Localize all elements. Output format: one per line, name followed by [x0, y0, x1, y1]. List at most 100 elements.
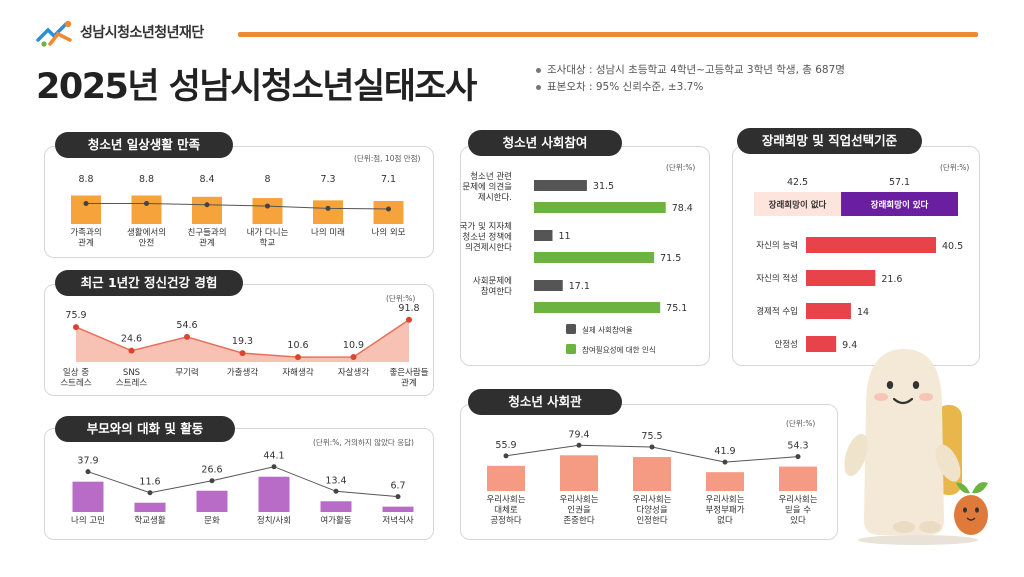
unit-participation: (단위:%) [666, 163, 696, 172]
category-label-daily-0: 가족과의 관계 [70, 227, 101, 249]
point-mental-0 [73, 324, 79, 331]
value-label-particip-0-0: 31.5 [593, 181, 614, 192]
split-bar-no-hope [754, 192, 842, 216]
split-label-no-hope: 장래희망이 없다 [769, 200, 827, 211]
value-label-parents-3: 44.1 [263, 451, 284, 462]
category-label-daily-1: 생활에서의 안전 [127, 227, 166, 249]
category-label-social-4: 우리사회는 믿을 수 있다 [778, 495, 817, 526]
chart-daily-life: 8.8 가족과의 관계 8.8 생활에서의 안전 8.4 친구들과의 관계 8 내가 다니는 학교 7.… [70, 174, 405, 249]
category-label-particip-2: 사회문제에 참여한다 [473, 277, 512, 298]
value-label-parents-1: 11.6 [139, 477, 160, 488]
category-label-parents-4: 여가활동 [320, 515, 351, 526]
bar-social-0 [487, 465, 525, 491]
bar-social-3 [706, 472, 744, 491]
legend-swatch-particip-1 [566, 344, 576, 354]
bar-parents-0 [72, 481, 104, 512]
category-label-parents-3: 정치/사회 [257, 515, 291, 526]
value-label-parents-4: 13.4 [325, 475, 346, 486]
value-label-future-0: 40.5 [942, 241, 963, 252]
point-mental-1 [128, 347, 135, 354]
point-parents-5 [395, 494, 401, 500]
category-label-future-0: 자신의 능력 [756, 240, 798, 251]
bar-parents-4 [320, 501, 352, 512]
category-label-particip-0: 청소년 관련 문제에 의견을 제시한다. [462, 171, 512, 203]
split-bar-has-hope [841, 192, 958, 216]
value-label-parents-0: 37.9 [77, 456, 98, 467]
category-label-social-2: 우리사회는 다양성을 인정한다 [632, 495, 671, 526]
value-label-future-1: 21.6 [881, 274, 902, 285]
point-parents-1 [147, 490, 153, 496]
trend-line-parents [87, 466, 399, 498]
unit-future: (단위:%) [940, 163, 970, 172]
category-label-particip-1: 국가 및 지자체 청소년 정책에 의견제시한다 [460, 221, 512, 253]
bar-daily-2 [192, 196, 222, 224]
value-label-daily-3: 8 [264, 174, 270, 185]
value-label-mental-3: 19.3 [232, 336, 253, 347]
category-label-mental-2: 무기력 [175, 367, 198, 378]
bar-particip-2-0 [534, 280, 563, 291]
value-label-mental-5: 10.9 [343, 340, 364, 351]
value-label-particip-2-1: 75.1 [666, 303, 687, 314]
bullet-icon [536, 84, 541, 90]
category-label-future-3: 안정성 [775, 339, 798, 350]
value-label-daily-4: 7.3 [320, 174, 335, 185]
panel-daily-life [44, 146, 434, 258]
point-parents-0 [85, 469, 91, 475]
bar-particip-2-1 [534, 302, 661, 313]
value-label-parents-2: 26.6 [201, 465, 222, 476]
header-divider [238, 32, 978, 37]
value-label-parents-5: 6.7 [390, 481, 405, 492]
bar-daily-3 [252, 198, 283, 224]
category-label-social-1: 우리사회는 인권을 존중한다 [559, 495, 598, 526]
value-label-social-3: 41.9 [714, 446, 735, 457]
panel-future [732, 146, 980, 366]
category-label-mental-5: 자살생각 [338, 367, 369, 378]
bar-parents-2 [196, 490, 228, 512]
value-label-social-2: 75.5 [641, 431, 662, 442]
bar-particip-0-1 [534, 202, 666, 213]
value-label-future-2: 14 [857, 307, 869, 318]
bullet-icon [536, 67, 541, 73]
bar-future-1 [806, 270, 876, 286]
survey-target-text: 조사대상 : 성남시 초등학교 4학년~고등학교 3학년 학생, 총 687명 [547, 64, 845, 76]
point-daily-5 [386, 206, 391, 212]
bar-particip-1-0 [534, 230, 553, 241]
mascot-illustration [844, 349, 988, 545]
category-label-future-2: 경제적 수입 [756, 306, 798, 317]
value-label-particip-1-0: 11 [558, 231, 570, 242]
category-label-parents-5: 저녁식사 [382, 516, 413, 526]
category-label-parents-0: 나의 고민 [71, 515, 105, 526]
point-mental-6 [406, 316, 412, 323]
value-label-daily-2: 8.4 [199, 174, 214, 185]
legend-swatch-particip-0 [566, 324, 576, 334]
bar-parents-5 [382, 506, 414, 512]
value-label-mental-0: 75.9 [65, 310, 86, 321]
point-daily-0 [83, 200, 89, 206]
point-social-0 [503, 453, 509, 459]
trend-line-daily [86, 202, 389, 210]
value-label-social-0: 55.9 [495, 440, 516, 451]
sampling-error-text: 표본오차 : 95% 신뢰수준, ±3.7% [547, 81, 704, 93]
org-name: 성남시청소년청년재단 [80, 25, 204, 41]
category-label-mental-1: SNS 스트레스 [116, 368, 147, 389]
point-daily-3 [265, 203, 270, 209]
value-label-particip-0-1: 78.4 [672, 203, 693, 214]
seedling-icon [954, 482, 988, 535]
split-value-has-hope: 57.1 [889, 177, 910, 188]
unit-parents: (단위:%, 거의하지 않았다 응답) [313, 438, 414, 447]
bar-parents-3 [258, 476, 290, 512]
panel-title-social-view: 청소년 사회관 [468, 389, 622, 415]
point-social-1 [576, 442, 582, 448]
bar-social-2 [633, 457, 671, 491]
category-label-daily-2: 친구들과의 관계 [187, 227, 226, 249]
point-daily-4 [325, 205, 331, 211]
bar-future-3 [806, 336, 837, 352]
panel-title-participation: 청소년 사회참여 [468, 130, 622, 156]
point-mental-5 [350, 353, 357, 360]
survey-target-info: 조사대상 : 성남시 초등학교 4학년~고등학교 3학년 학생, 총 687명 [536, 62, 845, 77]
bar-parents-1 [134, 502, 166, 512]
category-label-social-0: 우리사회는 대체로 공정하다 [486, 495, 525, 526]
category-label-parents-2: 문화 [204, 516, 220, 526]
value-label-mental-6: 91.8 [398, 303, 419, 314]
value-label-particip-1-1: 71.5 [660, 253, 681, 264]
